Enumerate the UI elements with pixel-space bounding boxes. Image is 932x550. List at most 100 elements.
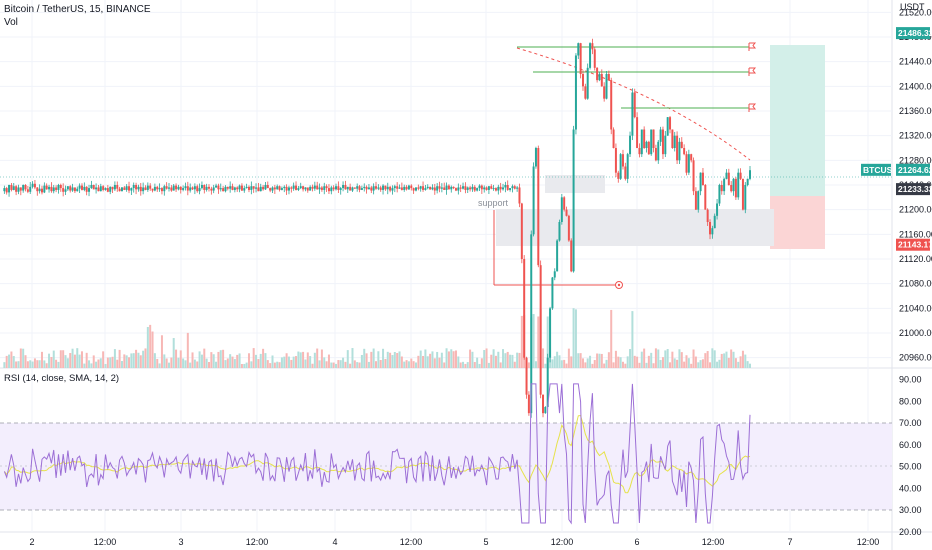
support-label[interactable]: support — [478, 198, 509, 208]
candle-body — [92, 185, 95, 190]
alert-target-icon[interactable] — [615, 281, 623, 289]
candle-body — [299, 186, 302, 189]
volume-bar — [257, 359, 260, 368]
candle-body — [116, 185, 119, 189]
volume-bar — [405, 360, 408, 368]
candle-body — [226, 186, 229, 189]
candle-body — [149, 185, 152, 189]
time-tick-label: 12:00 — [94, 537, 117, 547]
candle-body — [617, 172, 620, 179]
volume-bar — [290, 359, 293, 368]
candle-body — [424, 188, 427, 190]
volume-bar — [243, 363, 246, 368]
volume-bar — [309, 356, 312, 368]
candle-body — [734, 178, 737, 198]
target-zone[interactable] — [770, 45, 825, 196]
volume-bar — [466, 362, 469, 368]
volume-bar — [730, 349, 733, 368]
candle-body — [687, 154, 690, 173]
volume-bar — [10, 351, 13, 368]
candle-body — [276, 186, 279, 190]
volume-bar — [50, 356, 53, 368]
candle-body — [393, 186, 396, 189]
time-axis[interactable]: 2 12:00 3 12:00 4 12:00 5 12:00 6 12:00 7 12:00 — [29, 537, 879, 547]
candle-body — [146, 185, 149, 190]
volume-bar — [118, 349, 121, 368]
candles[interactable] — [3, 38, 751, 418]
candle-body — [440, 187, 443, 189]
candle-body — [565, 209, 568, 216]
rsi-axis[interactable]: 90.00 80.00 70.00 60.00 50.00 40.00 30.00 20.00 — [899, 375, 922, 537]
volume-bar — [445, 348, 448, 368]
candle-body — [19, 187, 22, 191]
symbol-title[interactable]: Bitcoin / TetherUS, 15, BINANCE — [4, 4, 151, 15]
volume-bar — [694, 356, 697, 368]
volume-bar — [452, 351, 455, 368]
candle-body — [90, 185, 93, 189]
volume-bar — [233, 359, 236, 368]
volume-bar — [191, 352, 194, 368]
volume-bar — [560, 360, 563, 368]
volume-bar — [386, 351, 389, 368]
candle-body — [66, 186, 69, 190]
candle-body — [701, 172, 704, 185]
candle-body — [523, 259, 526, 358]
volume-bar — [647, 355, 650, 368]
candle-body — [29, 186, 32, 192]
trend-curve[interactable] — [516, 47, 751, 161]
volume-bar — [673, 358, 676, 368]
horizontal-rays[interactable] — [494, 46, 749, 286]
volume-bar — [189, 362, 192, 368]
candle-body — [518, 187, 521, 204]
candle-body — [723, 178, 726, 192]
candle-body — [266, 185, 269, 189]
candle-body — [240, 185, 243, 191]
volume-bar — [97, 359, 100, 368]
flag-icon[interactable] — [748, 42, 757, 112]
candle-body — [372, 186, 375, 191]
candle-body — [327, 188, 330, 192]
candle-body — [572, 129, 575, 272]
volume-bar — [577, 353, 580, 368]
volume-bar — [410, 358, 413, 368]
stop-zone[interactable] — [770, 196, 825, 249]
candle-body — [744, 185, 747, 210]
volume-bar — [278, 362, 281, 368]
support-zone[interactable] — [496, 209, 774, 246]
candle-body — [285, 186, 288, 191]
volume-bar — [78, 354, 81, 368]
rsi-legend[interactable]: RSI (14, close, SMA, 14, 2) — [4, 373, 120, 384]
candle-body — [48, 186, 51, 190]
volume-bar — [38, 360, 41, 368]
candle-body — [50, 186, 53, 192]
volume-bar — [151, 331, 154, 368]
volume-bar — [680, 352, 683, 368]
candle-body — [553, 271, 556, 278]
volume-bar — [713, 350, 716, 368]
volume-bar — [598, 353, 601, 368]
time-tick-label: 6 — [634, 537, 639, 547]
volume-bar — [109, 357, 112, 368]
time-tick-label: 12:00 — [400, 537, 423, 547]
candle-body — [546, 357, 549, 407]
volume-bar — [664, 350, 667, 368]
candle-body — [222, 188, 225, 192]
volume-bar — [215, 361, 218, 368]
volume-bar — [553, 356, 556, 368]
volume-bar — [207, 362, 210, 368]
candle-body — [579, 43, 582, 74]
candle-body — [198, 188, 201, 192]
volume-bar — [739, 356, 742, 368]
rsi-tick-label: 30.00 — [899, 505, 922, 515]
consolidation-zone — [545, 175, 605, 193]
volume-bar — [676, 359, 679, 368]
candle-body — [657, 141, 660, 161]
volume-bar — [156, 358, 159, 368]
volume-bar — [485, 348, 488, 368]
price-tag — [896, 238, 930, 251]
volume-bar — [360, 354, 363, 368]
volume-legend[interactable]: Vol — [4, 17, 18, 28]
volume-bar — [311, 363, 314, 368]
